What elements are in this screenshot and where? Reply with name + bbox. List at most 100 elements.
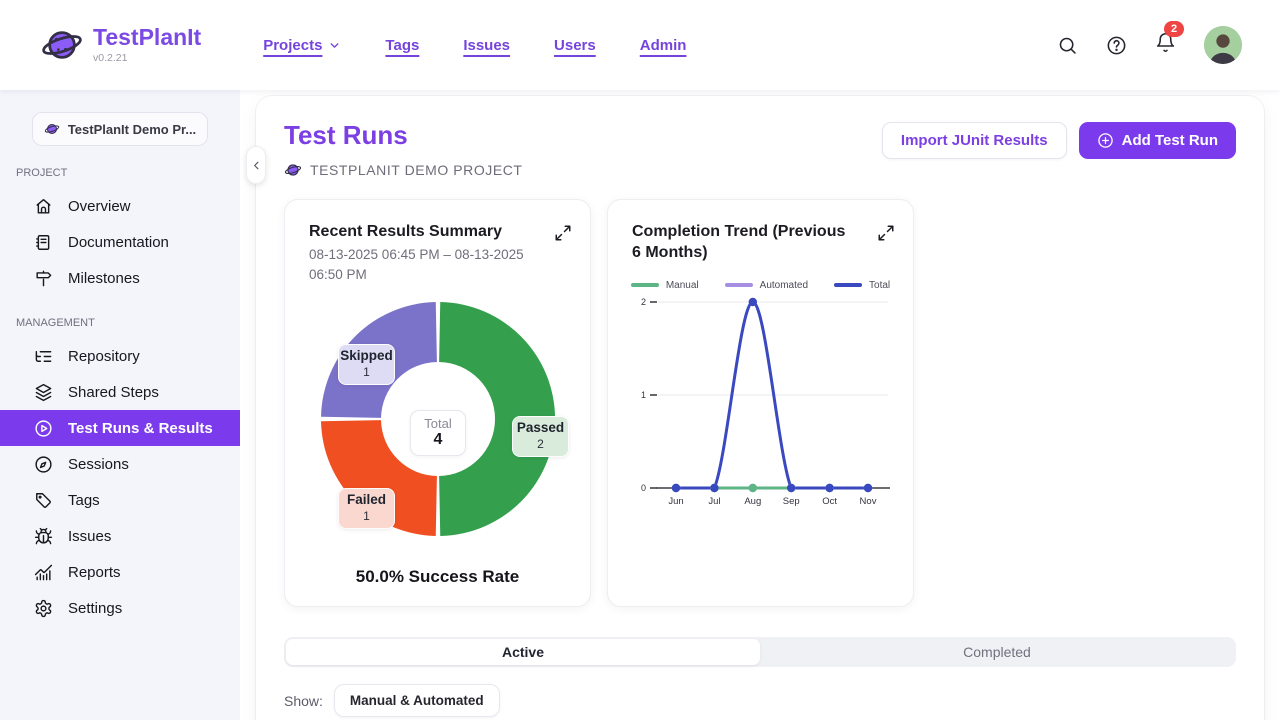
expand-icon[interactable] bbox=[554, 224, 572, 242]
completion-trend-card: Completion Trend (Previous 6 Months) Man… bbox=[607, 199, 914, 607]
page-title: Test Runs bbox=[284, 120, 408, 150]
sidebar-item-documentation[interactable]: Documentation bbox=[0, 224, 240, 260]
sidebar-section-management: MANAGEMENT bbox=[16, 317, 95, 329]
legend-label: Automated bbox=[759, 279, 809, 291]
home-icon bbox=[36, 198, 51, 214]
list-tree-icon bbox=[35, 350, 52, 362]
planet-icon bbox=[44, 124, 60, 134]
project-switcher-label: TestPlanIt Demo Pr... bbox=[67, 121, 197, 137]
add-test-run-button[interactable]: Add Test Run bbox=[1078, 122, 1236, 159]
gear-icon bbox=[35, 599, 52, 617]
failed-label: Failed 1 bbox=[338, 488, 395, 530]
sidebar-item-label: Shared Steps bbox=[68, 383, 159, 401]
sidebar-item-milestones[interactable]: Milestones bbox=[0, 260, 240, 296]
svg-text:2: 2 bbox=[641, 297, 646, 307]
planet-icon bbox=[284, 164, 302, 176]
expand-icon[interactable] bbox=[877, 224, 895, 242]
sidebar-item-reports[interactable]: Reports bbox=[0, 554, 240, 590]
sidebar-item-label: Sessions bbox=[68, 455, 129, 473]
trend-legend: Manual Automated Total bbox=[630, 279, 890, 291]
notebook-icon bbox=[36, 234, 50, 250]
sidebar-item-label: Settings bbox=[68, 599, 123, 617]
run-status-tabbar: Active Completed bbox=[284, 637, 1236, 667]
help-icon[interactable] bbox=[1106, 35, 1127, 56]
bug-icon bbox=[34, 527, 53, 544]
tag-icon bbox=[36, 492, 51, 508]
sidebar-item-label: Milestones bbox=[68, 269, 140, 287]
svg-text:Sep: Sep bbox=[783, 496, 800, 507]
legend-item-manual[interactable]: Manual bbox=[630, 279, 699, 291]
add-test-run-label: Add Test Run bbox=[1121, 132, 1218, 149]
nav-link-tags[interactable]: Tags bbox=[385, 36, 420, 54]
app-header: TestPlanIt v0.2.21 Projects Tags Issues Use… bbox=[0, 0, 1280, 90]
legend-swatch bbox=[834, 283, 863, 287]
sidebar-item-label: Repository bbox=[68, 347, 140, 365]
sidebar-item-issues[interactable]: Issues bbox=[0, 518, 240, 554]
sidebar-item-sessions[interactable]: Sessions bbox=[0, 446, 240, 482]
nav-link-issues[interactable]: Issues bbox=[463, 36, 511, 54]
sidebar-item-shared-steps[interactable]: Shared Steps bbox=[0, 374, 240, 410]
app-title: TestPlanIt bbox=[93, 24, 202, 50]
svg-text:1: 1 bbox=[641, 390, 646, 400]
tab-active[interactable]: Active bbox=[286, 639, 760, 665]
show-label: Show: bbox=[284, 692, 323, 709]
legend-swatch bbox=[724, 283, 753, 287]
planet-logo-icon bbox=[42, 31, 82, 59]
success-rate-label: 50.0% Success Rate bbox=[355, 567, 520, 587]
sidebar-collapse-button[interactable] bbox=[246, 146, 266, 184]
completion-trend-title: Completion Trend (Previous 6 Months) bbox=[632, 223, 846, 261]
skipped-label: Skipped 1 bbox=[338, 344, 395, 386]
milestone-icon bbox=[36, 270, 52, 286]
sidebar-item-label: Reports bbox=[68, 563, 121, 581]
circle-plus-icon bbox=[1097, 133, 1113, 148]
sidebar-item-label: Test Runs & Results bbox=[68, 419, 213, 437]
chart-icon bbox=[34, 564, 53, 580]
sidebar-item-label: Overview bbox=[68, 197, 131, 215]
total-label: Total 4 bbox=[410, 410, 466, 457]
nav-link-admin[interactable]: Admin bbox=[639, 36, 687, 54]
layers-icon bbox=[35, 383, 52, 401]
trend-line-chart: 0 1 2 Jun Jul Aug Sep Oct Nov bbox=[641, 297, 890, 507]
sidebar-item-tags[interactable]: Tags bbox=[0, 482, 240, 518]
svg-text:Jul: Jul bbox=[708, 496, 720, 507]
chevron-down-icon bbox=[331, 42, 339, 48]
sidebar-item-label: Issues bbox=[68, 527, 112, 545]
svg-text:Aug: Aug bbox=[744, 496, 761, 507]
play-circle-icon bbox=[35, 419, 52, 437]
main-nav: Projects Tags Issues Users Admin bbox=[263, 37, 686, 54]
svg-text:Jun: Jun bbox=[668, 496, 683, 507]
notifications-button[interactable]: 2 bbox=[1155, 21, 1185, 58]
chevron-left-icon bbox=[253, 161, 258, 169]
main-panel: Test Runs TESTPLANIT DEMO PROJECT Import… bbox=[246, 96, 1264, 720]
sidebar-item-label: Documentation bbox=[68, 233, 169, 251]
sidebar-item-settings[interactable]: Settings bbox=[0, 590, 240, 626]
project-switcher-button[interactable]: TestPlanIt Demo Pr... bbox=[32, 112, 208, 146]
project-name-label: TESTPLANIT DEMO PROJECT bbox=[310, 162, 523, 178]
sidebar-item-test-runs-results[interactable]: Test Runs & Results bbox=[0, 410, 240, 446]
app-version: v0.2.21 bbox=[93, 52, 128, 64]
compass-icon bbox=[35, 455, 52, 473]
legend-item-automated[interactable]: Automated bbox=[724, 279, 809, 291]
legend-swatch bbox=[630, 283, 659, 287]
avatar[interactable] bbox=[1204, 26, 1242, 64]
legend-label: Total bbox=[869, 279, 891, 291]
passed-label: Passed 2 bbox=[512, 416, 569, 458]
tab-completed[interactable]: Completed bbox=[963, 644, 1031, 660]
recent-results-card: Recent Results Summary 08-13-2025 06:45 … bbox=[284, 199, 591, 607]
recent-results-daterange: 08-13-2025 06:45 PM – 08-13-2025 06:50 P… bbox=[309, 246, 524, 283]
show-filter-button[interactable]: Manual & Automated bbox=[333, 684, 500, 717]
legend-item-total[interactable]: Total bbox=[834, 280, 890, 291]
search-icon[interactable] bbox=[1057, 35, 1078, 56]
svg-text:0: 0 bbox=[641, 483, 646, 493]
sidebar-item-repository[interactable]: Repository bbox=[0, 338, 240, 374]
notification-badge: 2 bbox=[1164, 21, 1185, 37]
app-logo[interactable]: TestPlanIt v0.2.21 bbox=[40, 23, 201, 67]
recent-results-title: Recent Results Summary bbox=[309, 223, 502, 240]
nav-link-projects[interactable]: Projects bbox=[263, 37, 341, 54]
sidebar-section-project: PROJECT bbox=[16, 167, 68, 179]
sidebar-item-label: Tags bbox=[68, 491, 100, 509]
nav-link-users[interactable]: Users bbox=[554, 36, 596, 54]
legend-label: Manual bbox=[665, 279, 699, 291]
import-junit-button[interactable]: Import JUnit Results bbox=[881, 122, 1067, 159]
sidebar-item-overview[interactable]: Overview bbox=[0, 188, 240, 224]
